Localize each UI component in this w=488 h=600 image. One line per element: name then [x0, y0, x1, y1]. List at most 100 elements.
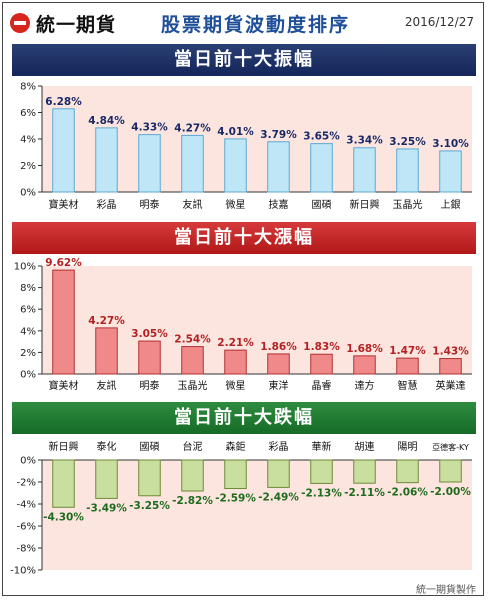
gain-bar — [224, 349, 247, 375]
loss-bar — [224, 459, 247, 489]
amplitude-y-tick-label: 6% — [20, 108, 36, 119]
loss-data-label: -2.11% — [344, 487, 385, 499]
amplitude-banner: 當日前十大振幅 — [12, 44, 476, 76]
gain-category-label: 英業達 — [436, 379, 466, 392]
gain-data-label: 1.86% — [260, 341, 297, 353]
gain-bar — [181, 346, 204, 375]
loss-y-tick-label: 0% — [20, 456, 36, 467]
amplitude-category-label: 微星 — [226, 198, 246, 211]
loss-banner: 當日前十大跌幅 — [12, 402, 476, 434]
gain-y-tick-label: 8% — [20, 283, 36, 294]
gain-y-tick-label: 4% — [20, 326, 36, 337]
loss-category-label: 新日興 — [49, 440, 79, 453]
amplitude-data-label: 6.28% — [45, 96, 82, 108]
loss-bar — [310, 459, 333, 484]
loss-y-tick-label: -2% — [17, 478, 36, 489]
gain-bar — [95, 327, 118, 375]
amplitude-bar — [310, 143, 333, 193]
loss-y-tick-label: -4% — [17, 500, 36, 511]
loss-bar — [396, 459, 419, 484]
gain-category-label: 達方 — [355, 379, 375, 392]
amplitude-category-label: 技嘉 — [269, 198, 289, 211]
gain-data-label: 9.62% — [45, 257, 82, 269]
loss-y-tick-label: -6% — [17, 522, 36, 533]
gain-y-tick-label: 10% — [14, 262, 36, 273]
loss-category-label: 華新 — [312, 440, 332, 453]
page-title: 股票期貨波動度排序 — [161, 14, 351, 36]
loss-bar — [52, 459, 75, 508]
header: 統一期貨 股票期貨波動度排序 2016/12/27 — [6, 6, 482, 40]
footer-credit: 統一期貨製作 — [416, 585, 476, 596]
amplitude-category-label: 玉晶光 — [393, 198, 423, 211]
gain-category-label: 明泰 — [140, 379, 160, 392]
amplitude-category-label: 明泰 — [140, 198, 160, 211]
loss-bar — [267, 459, 290, 488]
gain-category-label: 玉晶光 — [178, 379, 208, 392]
gain-bar — [52, 269, 75, 375]
amplitude-bar — [138, 134, 161, 193]
amplitude-data-label: 3.25% — [389, 136, 426, 148]
amplitude-data-label: 4.01% — [217, 126, 254, 138]
amplitude-category-label: 上銀 — [441, 198, 461, 211]
gain-data-label: 1.43% — [432, 346, 469, 358]
loss-y-tick-label: -10% — [10, 566, 36, 577]
amplitude-category-label: 友訊 — [183, 198, 203, 211]
gain-y-tick-label: 0% — [20, 370, 36, 381]
loss-data-label: -2.59% — [215, 492, 256, 504]
gain-category-label: 寶美材 — [49, 379, 79, 392]
amplitude-bar — [224, 138, 247, 193]
report-date: 2016/12/27 — [404, 15, 474, 29]
gain-data-label: 1.47% — [389, 345, 426, 357]
gain-data-label: 2.21% — [217, 337, 254, 349]
amplitude-category-label: 彩晶 — [97, 199, 117, 211]
gain-data-label: 1.68% — [346, 343, 383, 355]
gain-data-label: 2.54% — [174, 334, 211, 346]
amplitude-bar — [439, 150, 462, 193]
loss-category-label: 台泥 — [183, 440, 203, 453]
amplitude-bar — [52, 108, 75, 193]
brand-logo: 統一期貨 — [10, 10, 116, 36]
loss-category-label: 泰化 — [97, 440, 117, 453]
amplitude-data-label: 3.79% — [260, 129, 297, 141]
loss-data-label: -2.13% — [301, 487, 342, 499]
gain-banner: 當日前十大漲幅 — [12, 222, 476, 254]
amplitude-y-tick-label: 8% — [20, 82, 36, 93]
loss-category-label: 胡連 — [355, 440, 375, 453]
gain-bar — [267, 353, 290, 375]
loss-bar — [138, 459, 161, 497]
gain-data-label: 4.27% — [88, 315, 125, 327]
gain-category-label: 東洋 — [269, 379, 289, 392]
amplitude-data-label: 3.10% — [432, 138, 469, 150]
gain-y-tick-label: 6% — [20, 305, 36, 316]
page-frame — [2, 2, 484, 596]
amplitude-bar — [267, 141, 290, 193]
amplitude-category-label: 新日興 — [350, 198, 380, 211]
gain-category-label: 晶睿 — [312, 379, 332, 392]
gain-y-tick-label: 2% — [20, 348, 36, 359]
loss-bar — [353, 459, 376, 484]
loss-data-label: -4.30% — [43, 511, 84, 523]
gain-bar — [439, 358, 462, 375]
loss-bar — [95, 459, 118, 499]
amplitude-category-label: 國碩 — [312, 199, 332, 211]
gain-category-label: 智慧 — [398, 379, 418, 392]
loss-y-tick-label: -8% — [17, 544, 36, 555]
amplitude-data-label: 4.33% — [131, 122, 168, 134]
gain-category-label: 友訊 — [97, 379, 117, 392]
amplitude-category-label: 寶美材 — [49, 198, 79, 211]
loss-category-label: 森鉅 — [226, 440, 246, 453]
loss-data-label: -3.25% — [129, 500, 170, 512]
loss-data-label: -2.49% — [258, 491, 299, 503]
amplitude-bar — [95, 127, 118, 193]
amplitude-bar — [396, 148, 419, 193]
loss-bar — [181, 459, 204, 492]
loss-category-label: 亞德客-KY — [432, 442, 469, 452]
loss-category-label: 陽明 — [398, 441, 418, 453]
loss-data-label: -2.82% — [172, 495, 213, 507]
gain-chart: 0% 2% 4% 6% 8% 10% 9.62% 寶美材 4.27% 友訊 3.05% 明泰 2.54%… — [14, 257, 472, 392]
amplitude-data-label: 4.27% — [174, 122, 211, 134]
gain-data-label: 1.83% — [303, 341, 340, 353]
amplitude-bar — [353, 147, 376, 193]
amplitude-y-tick-label: 4% — [20, 135, 36, 146]
loss-category-label: 國碩 — [140, 441, 160, 453]
